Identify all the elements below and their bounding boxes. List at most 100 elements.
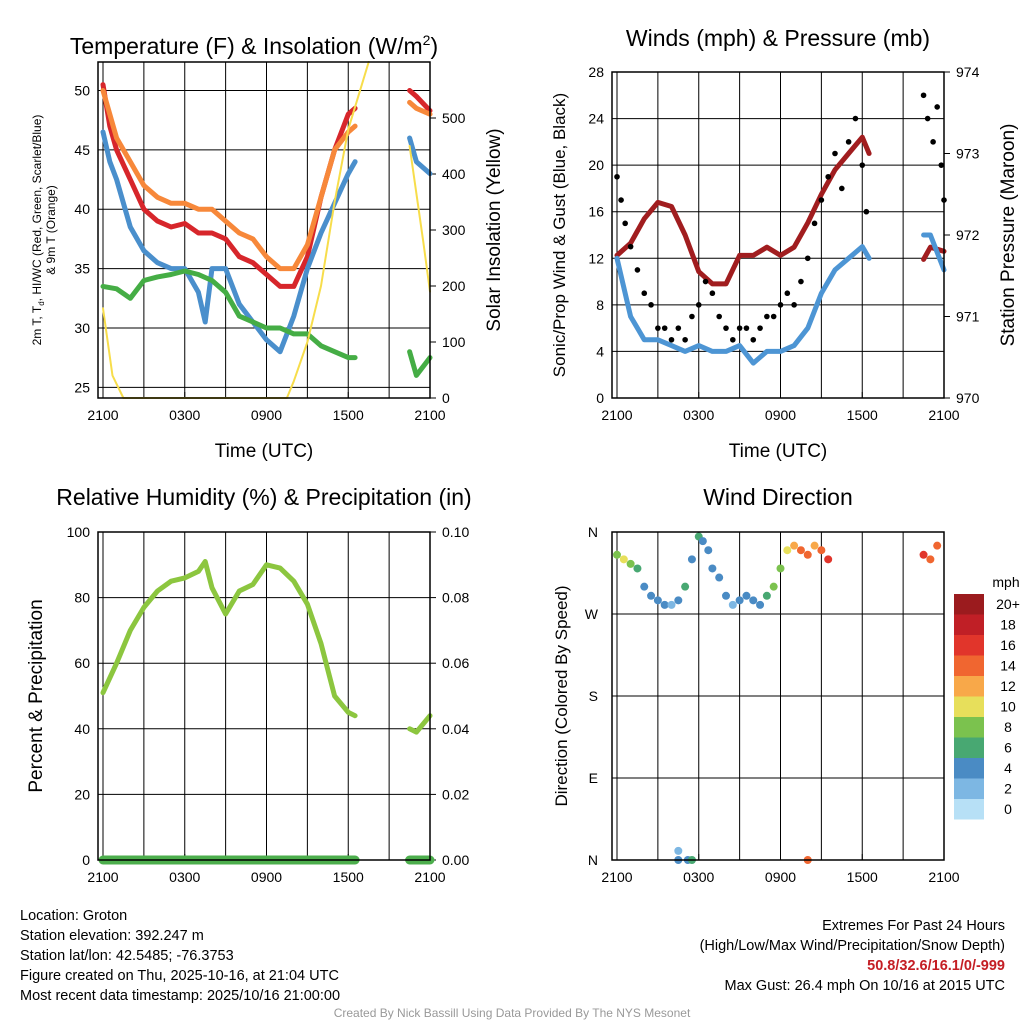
wind-direction-point: [626, 559, 635, 568]
gust-point: [920, 92, 927, 99]
gust-point: [832, 150, 838, 157]
y2-tick-label: 0.08: [442, 590, 469, 606]
y2-tick-label: 970: [956, 390, 980, 406]
chart-title: Temperature (F) & Insolation (W/m2): [70, 32, 438, 59]
y2-tick-label: 400: [442, 166, 466, 182]
gust-point: [804, 255, 811, 262]
y2-tick-label: 0.06: [442, 655, 469, 671]
y-axis-label: Direction (Colored By Speed): [552, 585, 571, 806]
wind-direction-point: [810, 541, 819, 550]
legend-swatch: [954, 655, 984, 676]
gust-point: [634, 267, 641, 273]
gust-point: [811, 220, 818, 227]
legend-label: 14: [1000, 658, 1016, 674]
y-tick-label: 0: [82, 852, 90, 868]
legend-label: 18: [1000, 617, 1016, 633]
gust-point: [682, 336, 688, 343]
legend-swatch: [954, 614, 984, 635]
y-tick-label: 20: [74, 786, 90, 802]
wind-direction-point: [687, 555, 696, 564]
latlon-text: Station lat/lon: 42.5485; -76.3753: [20, 948, 234, 964]
gust-point: [743, 325, 750, 331]
x-tick-label: 2100: [928, 407, 959, 423]
extremes-title: Extremes For Past 24 Hours: [822, 918, 1005, 934]
wind-direction-point: [674, 596, 683, 605]
gust-point: [736, 325, 743, 331]
y-tick-label: 30: [74, 320, 90, 336]
x-tick-label: 2100: [87, 407, 118, 423]
gust-point: [798, 278, 804, 285]
series-hi-wc: [100, 129, 433, 355]
gust-point: [934, 104, 940, 110]
y-tick-label: 40: [74, 721, 90, 737]
gust-point: [750, 336, 757, 343]
x-tick-label: 2100: [601, 407, 632, 423]
legend-label: 2: [1004, 781, 1012, 797]
max-gust-text: Max Gust: 26.4 mph On 10/16 at 2015 UTC: [724, 978, 1005, 994]
legend-label: 16: [1000, 637, 1016, 653]
y-tick-label: 50: [74, 82, 90, 98]
y2-tick-label: 972: [956, 227, 980, 243]
gust-point: [675, 325, 682, 331]
legend-swatch: [954, 696, 984, 717]
legend-swatch: [954, 799, 984, 820]
legend-swatch: [954, 758, 984, 779]
series-pressure: [614, 134, 947, 287]
extremes-info: Extremes For Past 24 Hours (High/Low/Max…: [700, 916, 1005, 996]
plot-frame: [97, 531, 431, 861]
y-label-rest: , HI/WC (Red, Green, Scarlet/Blue): [30, 115, 44, 302]
gust-point: [852, 115, 859, 122]
wind-direction-point: [762, 591, 771, 600]
y2-tick-label: 973: [956, 146, 980, 162]
wind-direction-point: [933, 541, 942, 550]
legend-label: 20+: [996, 596, 1020, 612]
x-axis-label: Time (UTC): [215, 441, 314, 462]
legend-label: 12: [1000, 678, 1016, 694]
y-axis-label: Percent & Precipitation: [26, 599, 47, 792]
wind-direction-point: [919, 550, 928, 559]
extremes-values: 50.8/32.6/16.1/0/-999: [867, 958, 1005, 974]
gust-point: [791, 302, 797, 308]
y-tick-label: 12: [588, 250, 604, 266]
x-tick-label: 0900: [251, 407, 282, 423]
wind-direction-point: [796, 546, 805, 555]
x-tick-label: 0900: [765, 407, 796, 423]
wind-direction-point: [803, 550, 812, 559]
gust-point: [655, 325, 661, 331]
credit-text: Created By Nick Bassill Using Data Provi…: [333, 1006, 691, 1020]
y2-tick-label: 500: [442, 110, 466, 126]
y2-tick-label: 974: [956, 64, 980, 80]
y-tick-label: N: [588, 524, 598, 540]
y-tick-label: 28: [588, 64, 604, 80]
wind-direction-point: [704, 546, 713, 555]
legend-swatch: [954, 594, 984, 615]
gust-point: [938, 162, 945, 168]
x-tick-label: 1500: [847, 407, 878, 423]
wind-direction-point: [715, 573, 724, 582]
legend-swatch: [954, 676, 984, 697]
gust-point: [818, 197, 825, 203]
wind-direction-point: [647, 591, 656, 600]
y-tick-label: 20: [588, 157, 604, 173]
wind-direction-point: [824, 555, 833, 564]
title-superscript: 2: [423, 32, 431, 48]
y-tick-label: 16: [588, 204, 604, 220]
series-sonic-wind: [614, 232, 947, 366]
y2-tick-label: 0.02: [442, 786, 469, 802]
wind-direction-point: [783, 546, 792, 555]
subscript: d: [37, 301, 46, 305]
series-9m-t: [100, 88, 433, 272]
x-tick-label: 2100: [414, 407, 445, 423]
y-tick-label: 45: [74, 142, 90, 158]
x-tick-label: 0300: [169, 407, 200, 423]
y-axis-label-line2: & 9m T (Orange): [44, 185, 58, 275]
y-tick-label: 24: [588, 111, 604, 127]
x-tick-label: 2100: [87, 869, 118, 885]
x-tick-label: 2100: [601, 869, 632, 885]
y2-tick-label: 0.10: [442, 524, 469, 540]
gust-point: [777, 302, 784, 308]
wind-direction-point: [667, 600, 676, 609]
y-tick-label: 25: [74, 379, 90, 395]
wind-direction-point: [790, 541, 799, 550]
legend-label: 6: [1004, 740, 1012, 756]
